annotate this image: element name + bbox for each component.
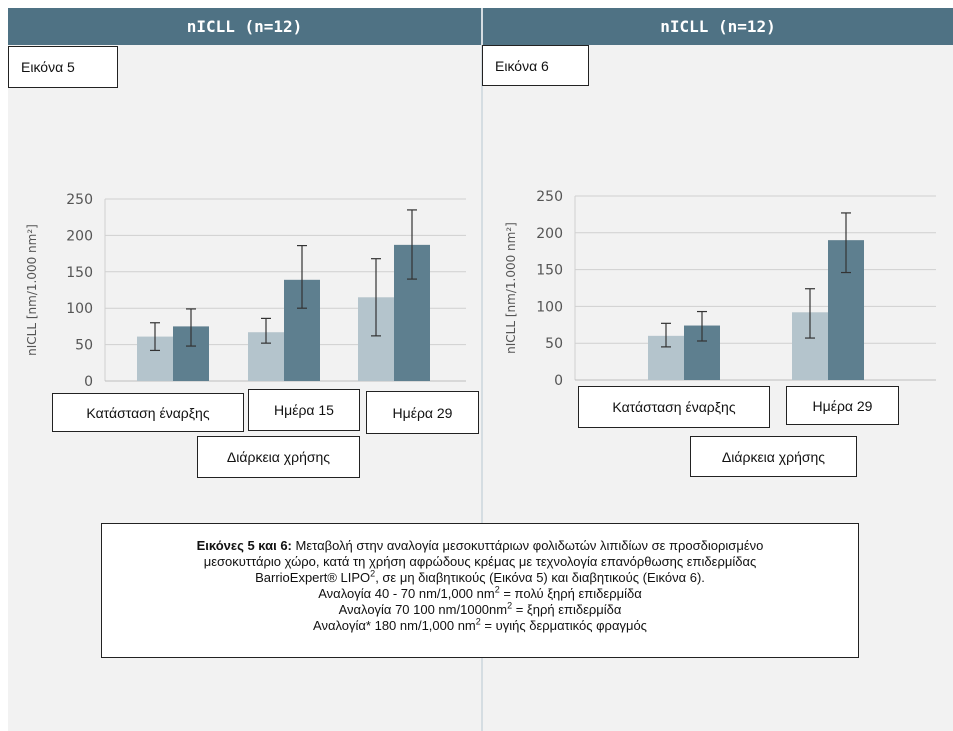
- caption-line3a: BarrioExpert® LIPO: [255, 570, 371, 585]
- caption-line6-sup: 2: [475, 616, 481, 627]
- caption-line6b: = υγιής δερματικός φραγμός: [480, 618, 647, 633]
- caption-line5b: = ξηρή επιδερμίδα: [512, 602, 622, 617]
- category-label-day29-right: Ημέρα 29: [786, 386, 899, 425]
- figure-label-6: Εικόνα 6: [482, 45, 589, 86]
- caption-line2: μεσοκυττάριο χώρο, κατά τη χρήση αφρώδου…: [203, 554, 757, 569]
- caption-lead: Εικόνες 5 και 6:: [196, 538, 292, 553]
- figure-caption: Εικόνες 5 και 6: Μεταβολή στην αναλογία …: [101, 523, 859, 658]
- category-label-day15: Ημέρα 15: [248, 389, 360, 431]
- panel-divider: [481, 8, 483, 731]
- caption-line4-sup: 2: [494, 584, 500, 595]
- panel-header-left: nICLL (n=12): [8, 8, 481, 45]
- x-axis-title-right: Διάρκεια χρήσης: [690, 436, 857, 477]
- category-label-baseline-right: Κατάσταση έναρξης: [578, 386, 770, 428]
- caption-line5a: Αναλογία 70 100 nm/1000nm: [338, 602, 508, 617]
- caption-line3-sup: 2: [370, 568, 376, 579]
- caption-line6a: Αναλογία* 180 nm/1,000 nm: [313, 618, 476, 633]
- x-axis-title-left: Διάρκεια χρήσης: [197, 436, 360, 478]
- caption-line1: Μεταβολή στην αναλογία μεσοκυττάριων φολ…: [291, 538, 764, 553]
- category-label-baseline-left: Κατάσταση έναρξης: [52, 393, 244, 432]
- panel-header-right: nICLL (n=12): [483, 8, 953, 45]
- caption-line4a: Αναλογία 40 - 70 nm/1,000 nm: [318, 586, 495, 601]
- category-label-day29-left: Ημέρα 29: [366, 391, 479, 434]
- caption-line5-sup: 2: [507, 600, 513, 611]
- caption-line3b: , σε μη διαβητικούς (Εικόνα 5) και διαβη…: [375, 570, 705, 585]
- figure-label-5: Εικόνα 5: [8, 46, 118, 88]
- caption-line4b: = πολύ ξηρή επιδερμίδα: [499, 586, 642, 601]
